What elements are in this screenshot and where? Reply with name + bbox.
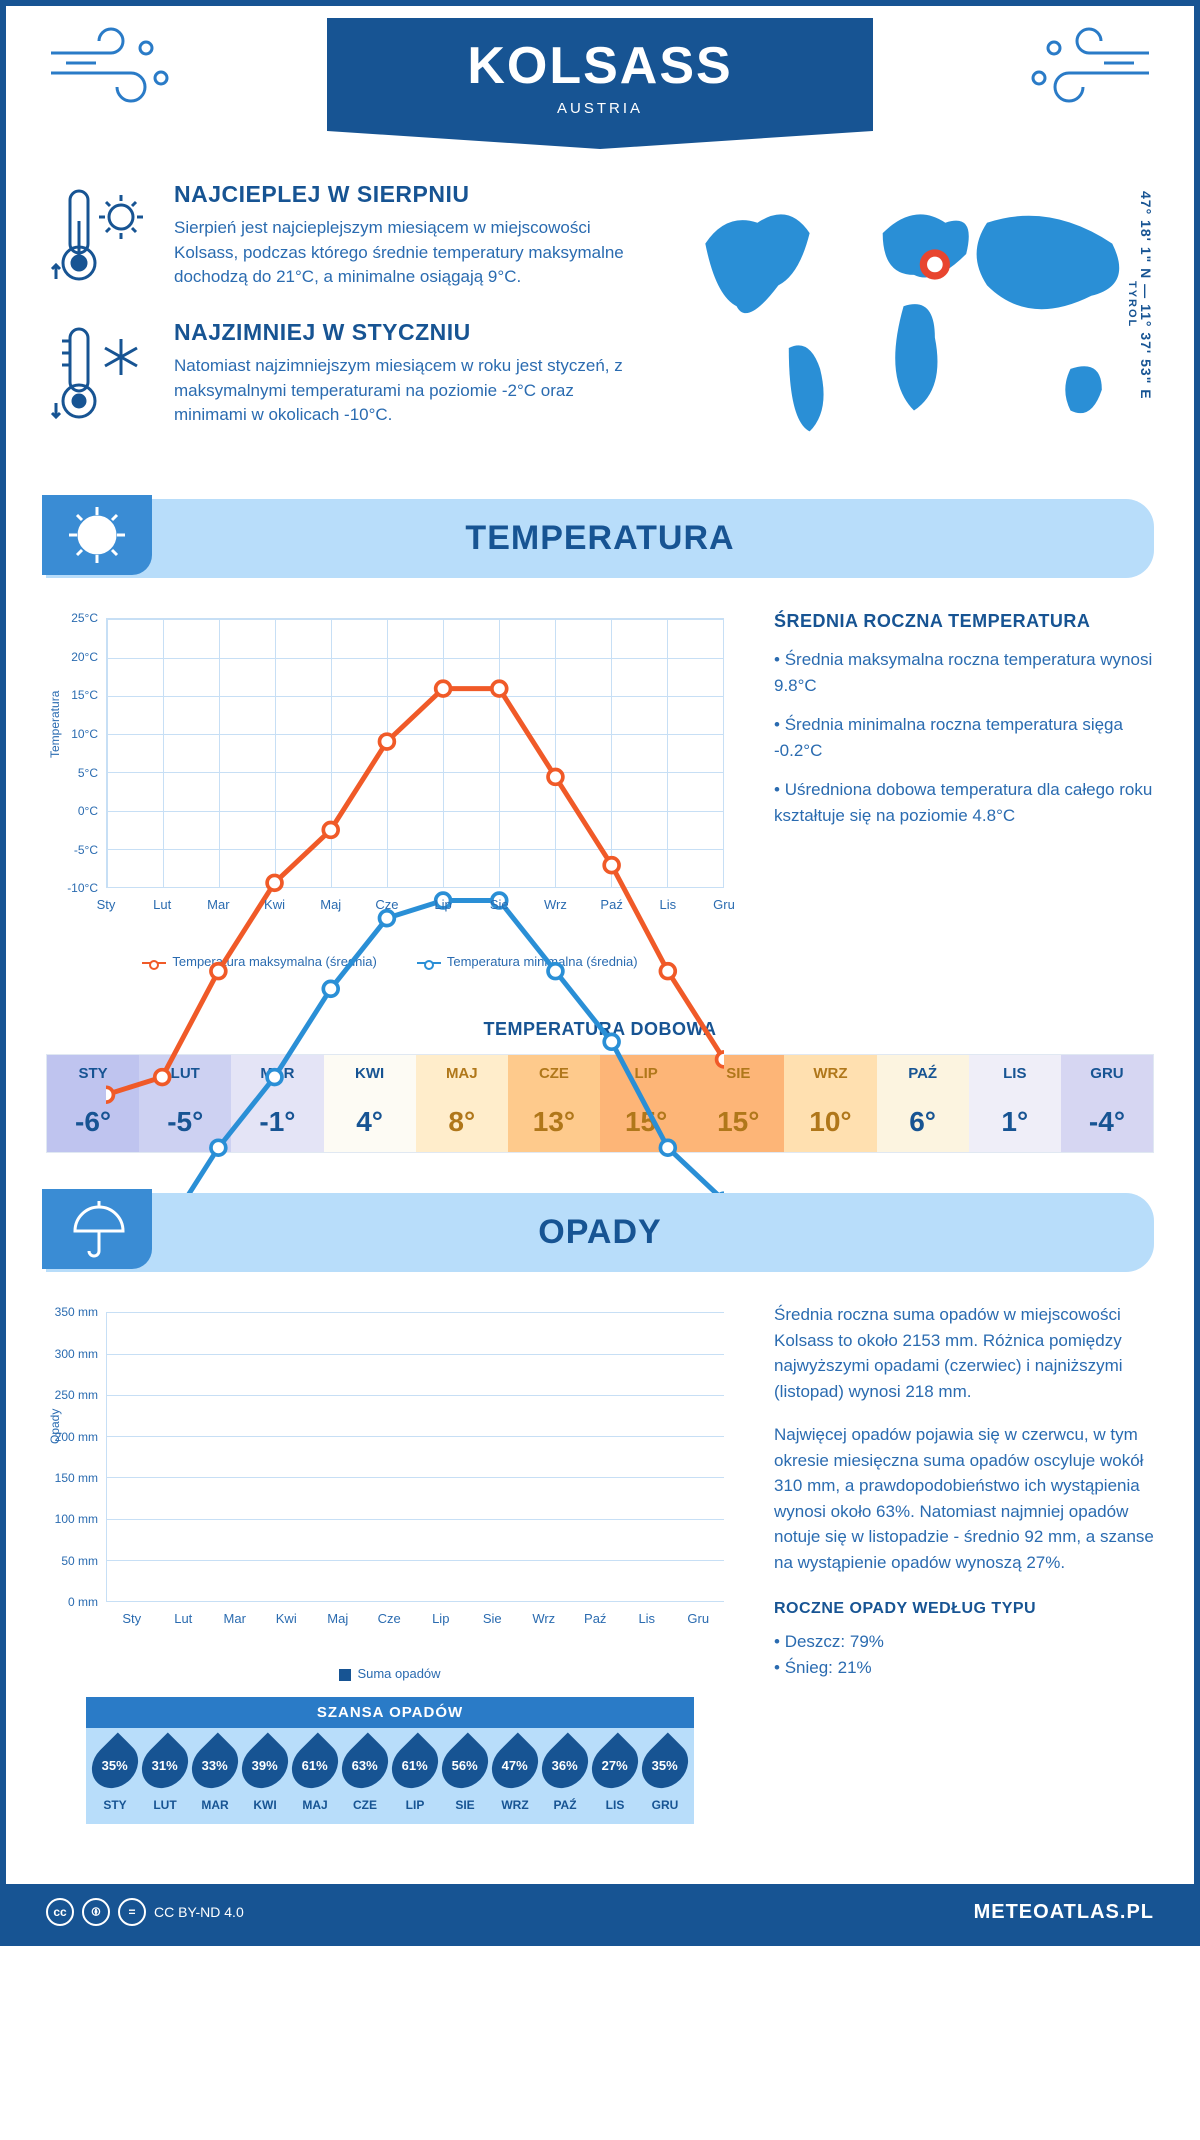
coordinates: 47° 18' 1" N — 11° 37' 53" E TYROL bbox=[1126, 191, 1154, 400]
page-subtitle: AUSTRIA bbox=[467, 100, 732, 117]
avg-temp-heading: ŚREDNIA ROCZNA TEMPERATURA bbox=[774, 608, 1154, 635]
precip-summary-1: Średnia roczna suma opadów w miejscowośc… bbox=[774, 1302, 1154, 1404]
umbrella-icon bbox=[42, 1189, 152, 1269]
precip-summary-2: Najwięcej opadów pojawia się w czerwcu, … bbox=[774, 1422, 1154, 1575]
coldest-text: Natomiast najzimniejszym miesiącem w rok… bbox=[174, 354, 644, 428]
license-label: CC BY-ND 4.0 bbox=[154, 1904, 244, 1920]
warmest-heading: NAJCIEPLEJ W SIERPNIU bbox=[174, 181, 644, 208]
warmest-text: Sierpień jest najcieplejszym miesiącem w… bbox=[174, 216, 644, 290]
precip-by-type-heading: ROCZNE OPADY WEDŁUG TYPU bbox=[774, 1597, 1154, 1621]
by-icon: 🅯 bbox=[82, 1898, 110, 1926]
wind-swirl-icon bbox=[46, 18, 196, 113]
coldest-heading: NAJZIMNIEJ W STYCZNIU bbox=[174, 319, 644, 346]
thermometer-snow-icon bbox=[46, 319, 156, 429]
precipitation-bar-chart: Opady 0 mm50 mm100 mm150 mm200 mm250 mm3… bbox=[46, 1302, 734, 1662]
rain-chance-row: 35%STY31%LUT33%MAR39%KWI61%MAJ63%CZE61%L… bbox=[86, 1728, 694, 1824]
world-map bbox=[674, 181, 1154, 452]
temperature-section-header: TEMPERATURA bbox=[46, 499, 1154, 578]
title-banner: KOLSASS AUSTRIA bbox=[327, 18, 872, 131]
sun-icon bbox=[42, 495, 152, 575]
cc-icon: cc bbox=[46, 1898, 74, 1926]
page-footer: cc 🅯 = CC BY-ND 4.0 METEOATLAS.PL bbox=[6, 1884, 1194, 1940]
precipitation-section-header: OPADY bbox=[46, 1193, 1154, 1272]
thermometer-sun-icon bbox=[46, 181, 156, 291]
temperature-line-chart: Temperatura -10°C-5°C0°C5°C10°C15°C20°C2… bbox=[46, 608, 734, 948]
page-title: KOLSASS bbox=[467, 36, 732, 96]
wind-swirl-icon bbox=[1004, 18, 1154, 113]
brand-label: METEOATLAS.PL bbox=[974, 1901, 1154, 1924]
rain-chance-heading: SZANSA OPADÓW bbox=[86, 1697, 694, 1728]
nd-icon: = bbox=[118, 1898, 146, 1926]
